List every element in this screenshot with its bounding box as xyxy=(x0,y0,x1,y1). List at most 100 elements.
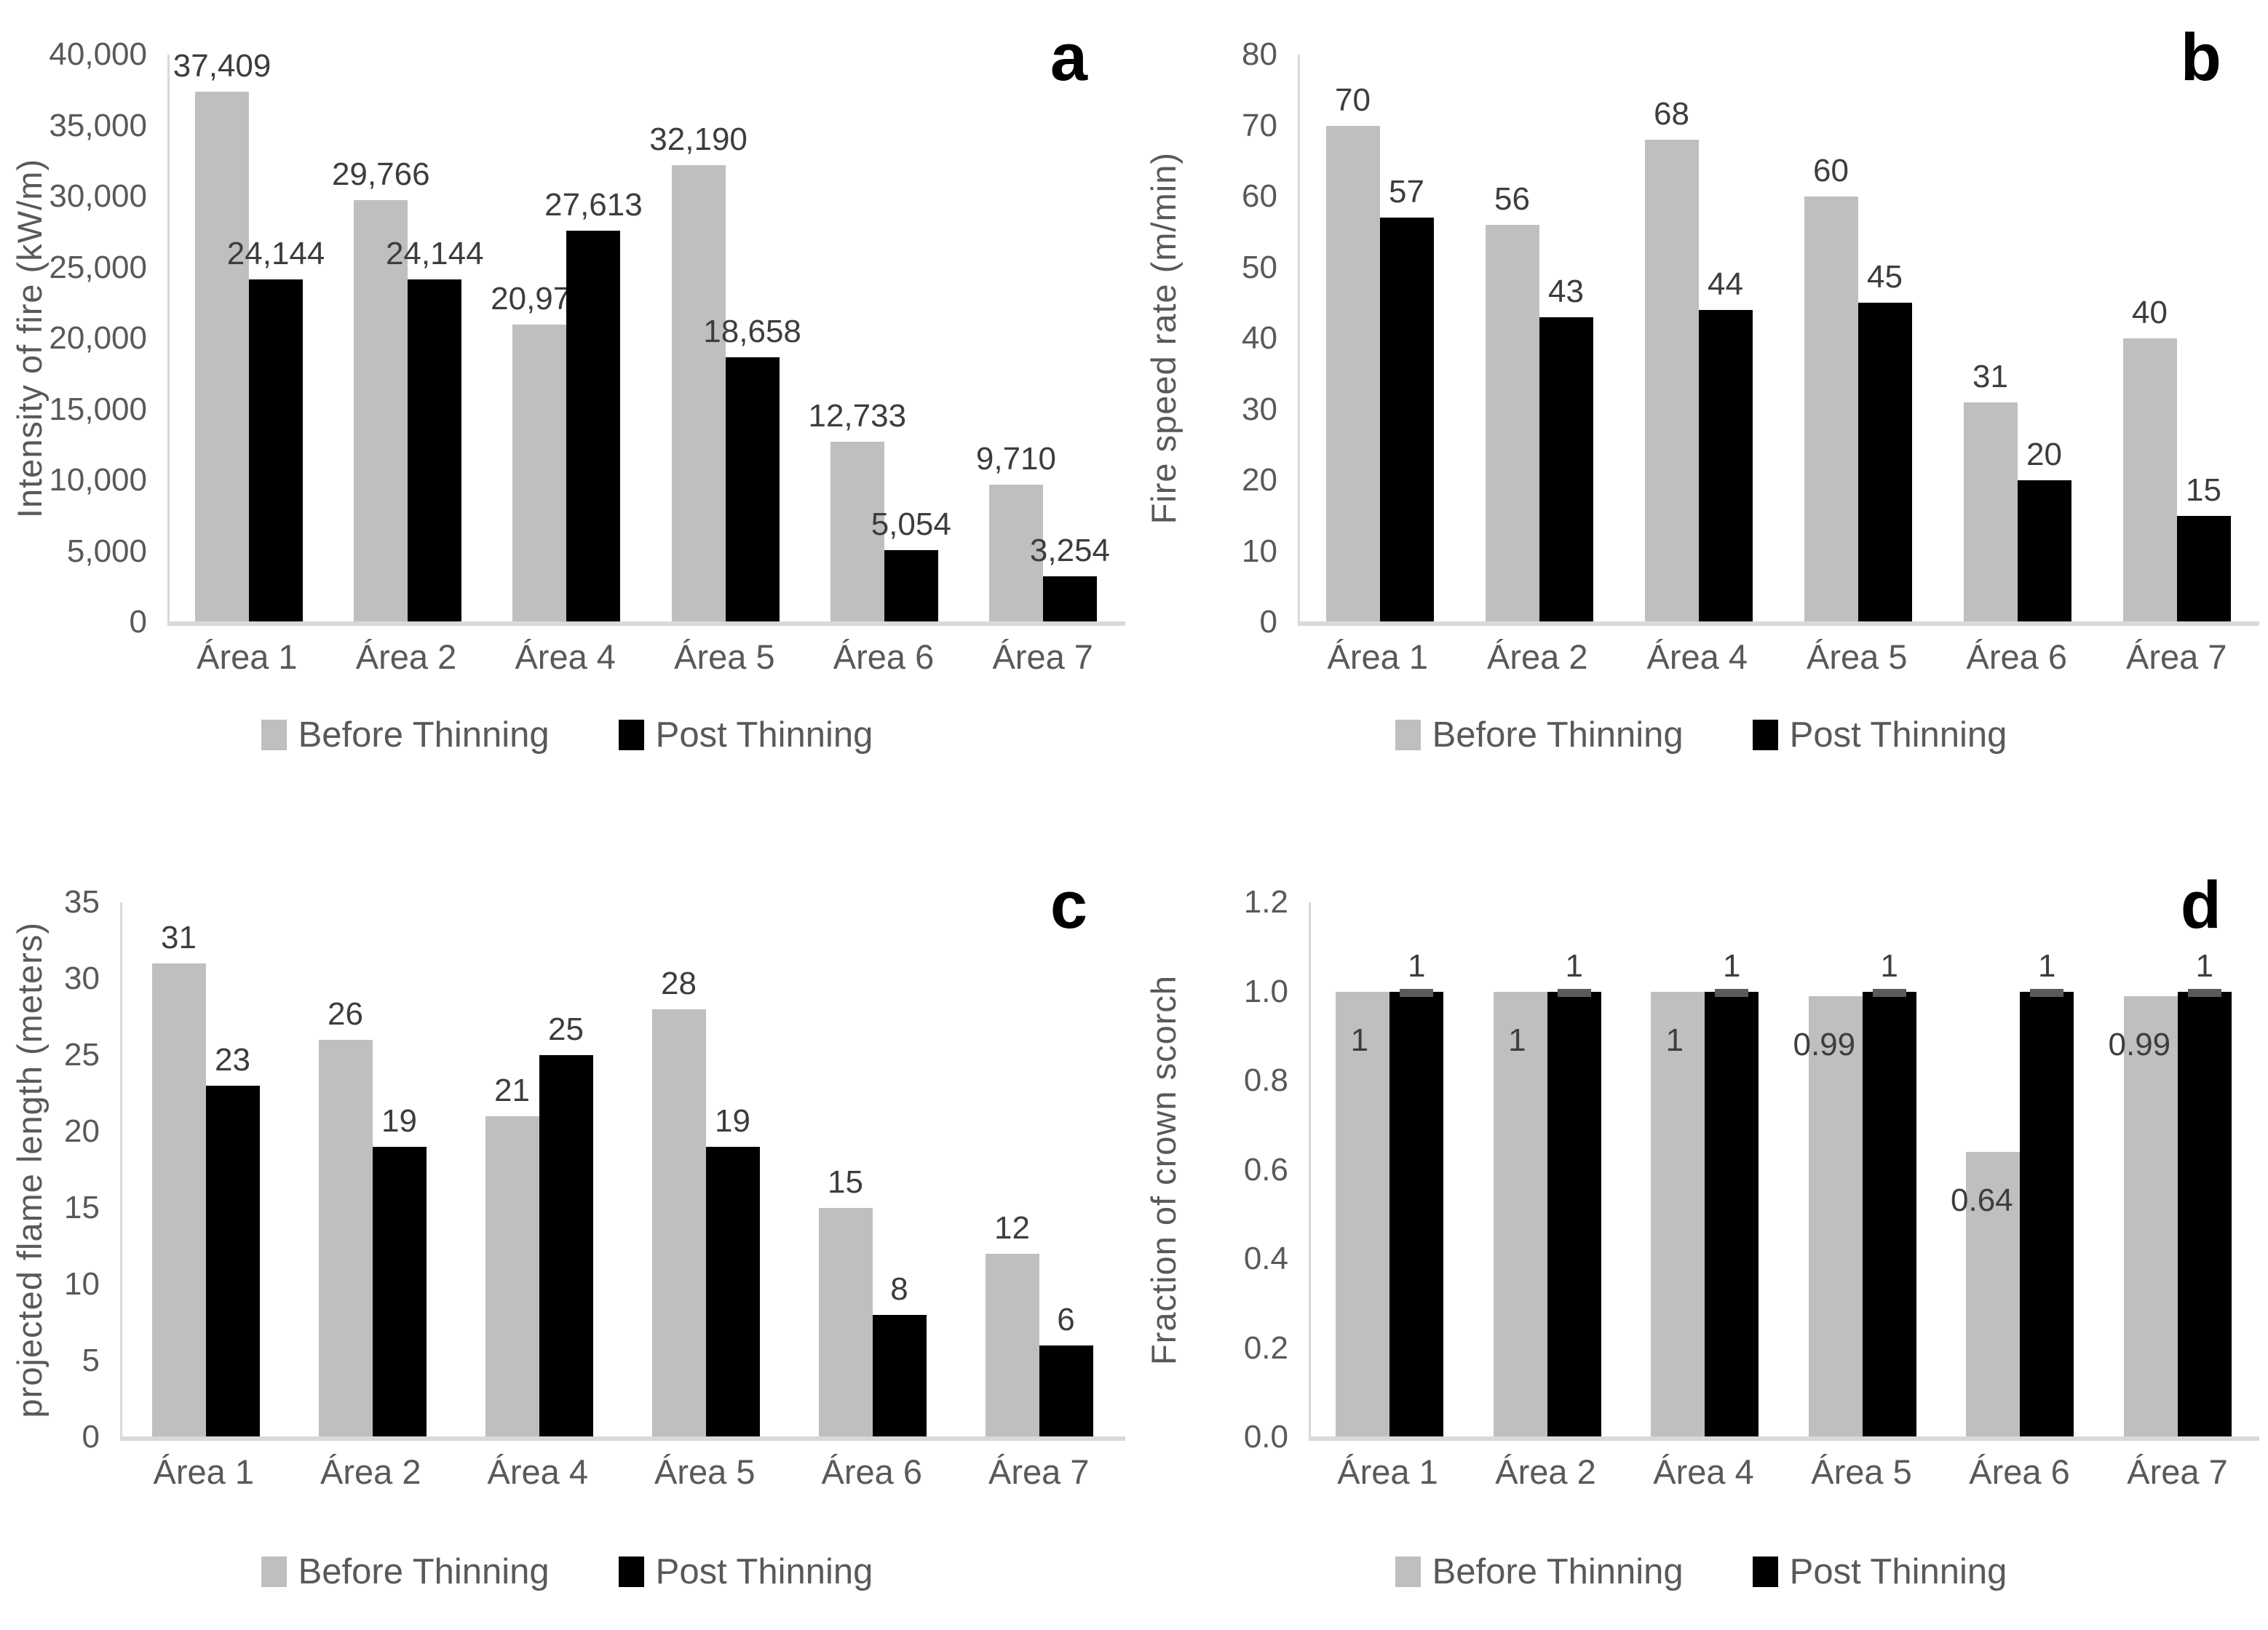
data-label: 45 xyxy=(1867,259,1903,295)
y-tick-60: 60 xyxy=(1242,178,1277,214)
bar-post-thinning-area-4: 1 xyxy=(1705,948,1759,1437)
data-label: 23 xyxy=(215,1042,250,1078)
bar-group-area-2: 26 19 xyxy=(289,902,456,1437)
data-label: 43 xyxy=(1548,273,1584,309)
y-tick-20: 20 xyxy=(64,1113,100,1149)
error-bar-cap xyxy=(2187,988,2221,997)
data-label: 19 xyxy=(715,1103,750,1139)
y-tick-30: 30 xyxy=(1242,391,1277,427)
y-tick-0.8: 0.8 xyxy=(1243,1062,1288,1098)
data-label: 60 xyxy=(1813,153,1849,188)
y-tick-0.2: 0.2 xyxy=(1243,1329,1288,1366)
data-label: 1 xyxy=(2195,947,2213,984)
bar-post-thinning-area-6: 8 xyxy=(872,1271,927,1437)
bar-before-thinning-area-7: 9,710 xyxy=(976,441,1056,622)
data-label: 1 xyxy=(1880,947,1898,984)
bar-before-thinning-area-4: 21 xyxy=(485,1073,539,1437)
data-label: 56 xyxy=(1494,181,1530,217)
data-label: 32,190 xyxy=(649,122,748,158)
bar-before-thinning-area-7: 40 xyxy=(2122,295,2177,622)
data-label: 70 xyxy=(1335,82,1371,118)
y-tick-0: 0 xyxy=(129,604,147,640)
data-label: 18,658 xyxy=(703,314,801,350)
bar-post-thinning-area-5: 18,658 xyxy=(703,314,801,622)
before-thinning-swatch xyxy=(1395,720,1421,750)
data-label: 44 xyxy=(1708,266,1743,302)
post-thinning-swatch xyxy=(618,1557,644,1587)
bar-post-thinning-area-2: 1 xyxy=(1547,948,1601,1437)
x-label-area-6: Área 6 xyxy=(833,637,935,676)
x-label-area-1: Área 1 xyxy=(1327,637,1428,676)
x-label-area-1: Área 1 xyxy=(153,1452,254,1491)
x-label-area-5: Área 5 xyxy=(1807,637,1908,676)
plot-area: d 1 1 1 1 1 1 0.99 1 0.64 1 0.99 1 xyxy=(1309,872,2259,1441)
panel-a-intensity-of-fire: Intensity of fire (kW/m) 0 5,000 10,000 15,… xyxy=(0,0,1134,815)
x-label-area-6: Área 6 xyxy=(821,1452,922,1491)
y-tick-0: 0 xyxy=(82,1419,100,1455)
bar-before-thinning-area-1: 31 xyxy=(151,920,206,1437)
data-label: 24,144 xyxy=(226,236,325,272)
bar-group-area-7: 12 6 xyxy=(956,902,1122,1437)
before-thinning-swatch xyxy=(261,1557,287,1587)
bar-before-thinning-area-5: 32,190 xyxy=(649,122,748,622)
y-axis-title: Fraction of crown scorch xyxy=(1143,974,1183,1365)
legend-item-post-thinning: Post Thinning xyxy=(618,715,873,755)
post-thinning-swatch xyxy=(1752,720,1778,750)
y-tick-35000: 35,000 xyxy=(49,107,147,143)
bar-group-area-6: 15 8 xyxy=(789,902,956,1437)
data-label: 27,613 xyxy=(544,186,643,223)
panel-b-fire-speed-rate: Fire speed rate (m/min) 0 10 20 30 40 50 60 70 8… xyxy=(1134,0,2268,815)
y-tick-10: 10 xyxy=(1242,533,1277,569)
data-label: 12,733 xyxy=(808,397,907,434)
data-label: 20 xyxy=(2026,437,2062,472)
bar-group-area-6: 0.64 1 xyxy=(1941,902,2099,1437)
bar-group-area-2: 56 43 xyxy=(1459,55,1619,622)
data-label: 31 xyxy=(161,920,197,955)
x-label-area-1: Área 1 xyxy=(1337,1452,1438,1491)
error-bar-cap xyxy=(1872,988,1906,997)
y-tick-30000: 30,000 xyxy=(49,178,147,214)
error-bar-cap xyxy=(1400,988,1434,997)
y-tick-70: 70 xyxy=(1242,107,1277,143)
bar-before-thinning-area-5: 28 xyxy=(651,966,706,1437)
bar-post-thinning-area-2: 43 xyxy=(1539,274,1593,622)
bar-group-area-4: 20,971 27,613 xyxy=(487,55,646,622)
bar-before-thinning-area-6: 31 xyxy=(1963,359,2018,622)
bar-before-thinning-area-2: 56 xyxy=(1485,181,1539,622)
x-label-area-6: Área 6 xyxy=(1966,637,2067,676)
x-label-area-5: Área 5 xyxy=(674,637,775,676)
bar-group-area-1: 31 23 xyxy=(122,902,289,1437)
legend-item-before-thinning: Before Thinning xyxy=(261,1551,550,1592)
bar-group-area-1: 37,409 24,144 xyxy=(170,48,328,622)
bar-before-thinning-area-6: 12,733 xyxy=(808,398,906,622)
legend: Before Thinning Post Thinning xyxy=(0,715,1134,755)
post-thinning-swatch xyxy=(618,720,644,750)
data-label: 28 xyxy=(661,966,697,1001)
x-label-area-4: Área 4 xyxy=(515,637,616,676)
y-tick-15: 15 xyxy=(64,1190,100,1225)
bar-before-thinning-area-5: 0.99 xyxy=(1793,995,1863,1437)
bar-post-thinning-area-5: 1 xyxy=(1862,948,1916,1437)
bar-post-thinning-area-7: 6 xyxy=(1039,1302,1093,1437)
data-label: 37,409 xyxy=(173,47,271,84)
bar-before-thinning-area-4: 1 xyxy=(1651,991,1705,1437)
x-label-area-2: Área 2 xyxy=(320,1452,421,1491)
data-label: 29,766 xyxy=(331,156,430,192)
y-tick-40: 40 xyxy=(1242,320,1277,356)
y-tick-0: 0 xyxy=(1259,604,1277,640)
x-axis-labels: Área 1 Área 2 Área 4 Área 5 Área 6 Área 7 xyxy=(0,1452,1134,1492)
x-label-area-7: Área 7 xyxy=(2127,1452,2228,1491)
x-axis-labels: Área 1 Área 2 Área 4 Área 5 Área 6 Área 7 xyxy=(1134,1452,2268,1492)
bar-post-thinning-area-2: 24,144 xyxy=(386,236,484,622)
y-tick-5: 5 xyxy=(82,1343,100,1378)
bar-post-thinning-area-6: 5,054 xyxy=(871,506,951,622)
y-tick-25000: 25,000 xyxy=(49,249,147,285)
bar-before-thinning-area-2: 29,766 xyxy=(332,156,430,622)
bar-group-area-5: 60 45 xyxy=(1778,55,1938,622)
y-tick-20: 20 xyxy=(1242,462,1277,498)
bar-before-thinning-area-4: 20,971 xyxy=(491,281,589,622)
y-tick-50: 50 xyxy=(1242,249,1277,285)
legend-item-before-thinning: Before Thinning xyxy=(1395,1551,1684,1592)
